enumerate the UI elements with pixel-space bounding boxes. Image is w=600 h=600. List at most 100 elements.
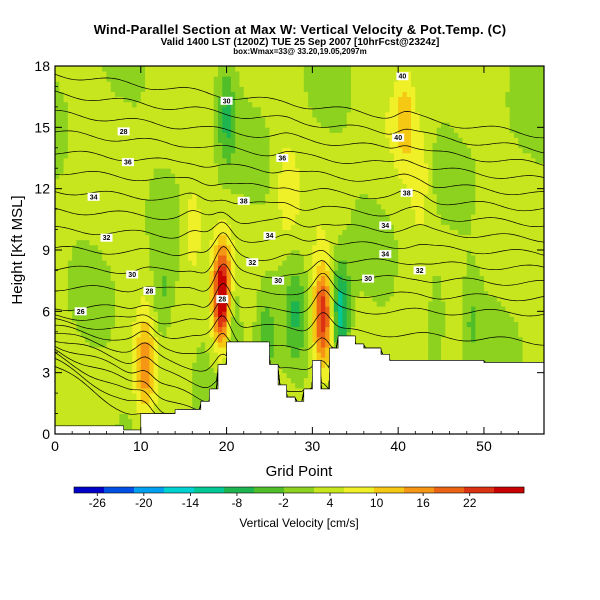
field-cell <box>93 214 99 220</box>
field-cell <box>213 372 219 379</box>
field-cell <box>93 377 99 384</box>
field-cell <box>286 142 292 149</box>
field-cell <box>200 382 206 389</box>
field-cell <box>93 290 99 297</box>
field-cell <box>329 290 335 297</box>
field-cell <box>213 122 219 128</box>
field-cell <box>320 301 326 307</box>
field-cell <box>63 66 69 72</box>
field-cell <box>342 224 348 230</box>
field-cell <box>55 204 60 210</box>
field-cell <box>179 173 185 179</box>
field-cell <box>256 173 262 179</box>
field-cell <box>89 372 95 379</box>
field-cell <box>179 234 185 241</box>
field-cell <box>72 117 77 123</box>
field-cell <box>299 214 305 220</box>
field-cell <box>89 158 95 164</box>
field-cell <box>286 214 292 220</box>
field-cell <box>256 336 262 343</box>
field-cell <box>179 106 185 113</box>
field-cell <box>260 316 266 322</box>
field-cell <box>63 362 69 368</box>
field-cell <box>329 270 335 276</box>
field-cell <box>149 117 155 123</box>
field-cell <box>295 117 300 123</box>
field-cell <box>252 168 258 174</box>
field-cell <box>226 306 232 312</box>
field-cell <box>260 86 266 92</box>
field-cell <box>63 301 69 307</box>
field-cell <box>252 306 258 312</box>
field-cell <box>342 86 348 92</box>
field-cell <box>342 326 348 333</box>
field-cell <box>252 76 258 82</box>
field-cell <box>132 265 137 271</box>
field-cell <box>175 326 180 333</box>
field-cell <box>346 112 352 118</box>
field-cell <box>72 81 77 87</box>
field-cell <box>55 163 60 169</box>
field-cell <box>218 347 223 353</box>
field-cell <box>175 229 180 236</box>
field-cell <box>59 81 64 87</box>
field-cell <box>119 290 125 297</box>
field-cell <box>209 76 215 82</box>
field-cell <box>286 183 292 190</box>
field-cell <box>145 112 150 118</box>
field-cell <box>119 76 125 82</box>
field-cell <box>110 357 116 363</box>
field-cell <box>110 362 116 368</box>
field-cell <box>76 285 82 292</box>
field-cell <box>166 301 172 307</box>
field-cell <box>63 316 69 322</box>
field-cell <box>175 96 180 103</box>
field-cell <box>286 198 292 205</box>
field-cell <box>239 326 245 333</box>
field-cell <box>179 321 185 328</box>
field-cell <box>115 377 120 384</box>
field-cell <box>97 296 103 302</box>
field-cell <box>260 183 266 190</box>
field-cell <box>316 321 322 328</box>
field-cell <box>153 66 159 72</box>
field-cell <box>278 122 283 128</box>
field-cell <box>338 188 343 195</box>
field-cell <box>72 86 77 92</box>
field-cell <box>299 81 305 87</box>
field-cell <box>312 265 318 271</box>
field-cell <box>187 101 193 108</box>
field-cell <box>97 234 103 241</box>
field-cell <box>80 326 86 333</box>
field-cell <box>93 301 99 307</box>
field-cell <box>166 336 172 343</box>
field-cell <box>243 96 249 103</box>
field-cell <box>55 372 60 379</box>
field-cell <box>93 362 99 368</box>
field-cell <box>132 204 137 210</box>
field-cell <box>127 260 133 266</box>
field-cell <box>200 255 206 261</box>
field-cell <box>299 122 305 128</box>
field-cell <box>290 260 296 266</box>
field-cell <box>72 393 77 399</box>
field-cell <box>248 198 253 205</box>
field-cell <box>230 209 236 215</box>
field-cell <box>157 127 163 133</box>
field-cell <box>183 71 189 77</box>
field-cell <box>338 255 343 261</box>
field-cell <box>308 280 313 287</box>
field-cell <box>102 377 107 384</box>
field-cell <box>59 388 64 394</box>
field-cell <box>222 183 227 190</box>
field-cell <box>213 316 219 322</box>
field-cell <box>63 219 69 225</box>
field-cell <box>346 285 352 292</box>
field-cell <box>273 219 279 225</box>
field-cell <box>278 311 283 317</box>
field-cell <box>162 147 167 154</box>
field-cell <box>59 377 64 384</box>
field-cell <box>136 336 142 343</box>
field-cell <box>93 331 99 338</box>
field-cell <box>97 352 103 358</box>
